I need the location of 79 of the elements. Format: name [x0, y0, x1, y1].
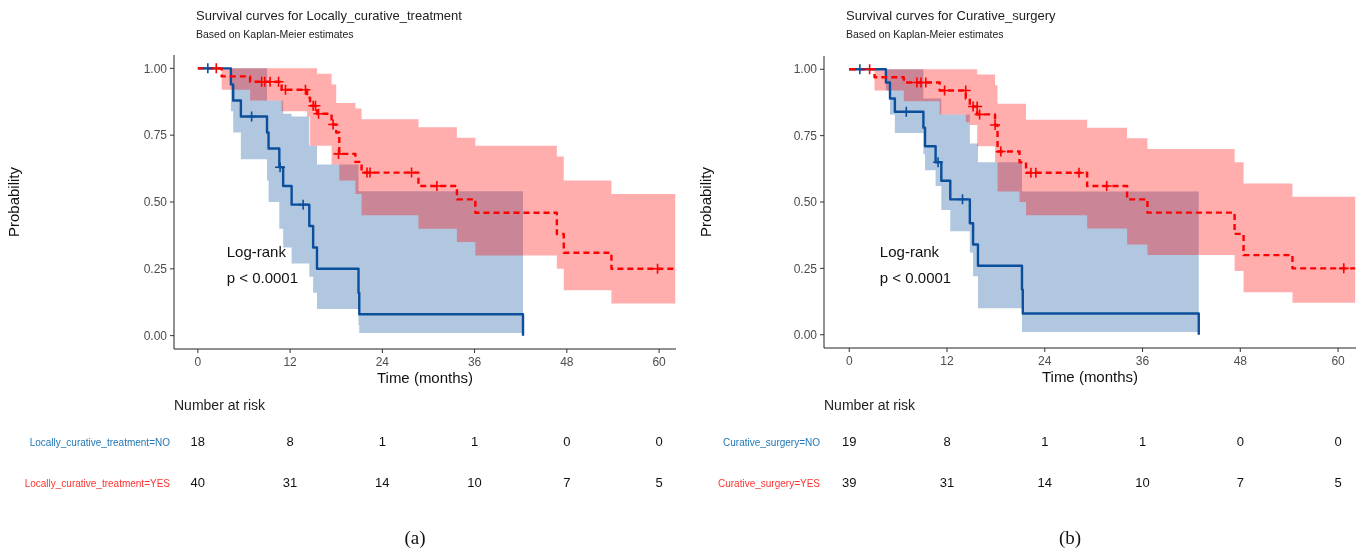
text: 7	[563, 475, 571, 490]
point	[210, 62, 223, 75]
annotation: p < 0.0001	[879, 268, 952, 286]
text: 10	[1135, 475, 1150, 490]
text: 1	[378, 434, 386, 449]
point	[1100, 180, 1113, 192]
point	[989, 119, 1001, 131]
text: 19	[842, 434, 857, 449]
y-tick-label: 0.75	[793, 128, 818, 143]
y-tick-label: 0.75	[143, 128, 168, 143]
text: (b)	[1058, 527, 1082, 549]
x-tick-label: 12	[940, 354, 955, 368]
y-axis-title: Probability	[5, 166, 22, 238]
text: (a)	[404, 527, 426, 549]
text: 31	[282, 475, 298, 490]
y-tick-label: 0.50	[793, 195, 818, 210]
text: 14	[375, 475, 390, 490]
annotation: Log-rank	[226, 243, 287, 261]
x-tick-label: 48	[560, 355, 574, 369]
x-tick-label: 0	[845, 354, 853, 368]
x-tick-label: 12	[283, 355, 298, 369]
x-tick-label: 60	[652, 355, 667, 369]
text: 1	[1138, 434, 1147, 449]
point	[327, 118, 339, 131]
category-label: Locally_curative_treatment=YES	[24, 478, 170, 489]
chart-subtitle: Based on Kaplan-Meier estimates	[846, 28, 1004, 40]
chart-title: Survival curves for Curative_surgery	[846, 8, 1057, 23]
y-tick-label: 1.00	[143, 61, 168, 76]
text: 14	[1037, 475, 1053, 490]
point	[956, 193, 969, 206]
y-tick-label: 0.00	[143, 328, 168, 343]
text: 31	[939, 475, 955, 490]
text: 8	[943, 434, 951, 449]
point	[274, 161, 286, 174]
category-label: Curative_surgery=YES	[718, 478, 820, 489]
text: 7	[1236, 475, 1244, 490]
x-tick-label: 24	[1038, 354, 1052, 368]
x-tick-label: 36	[1135, 354, 1150, 368]
x-tick-label: 0	[194, 355, 202, 369]
text: 39	[842, 475, 857, 490]
point	[202, 62, 214, 75]
text: 5	[1334, 475, 1342, 490]
y-tick-label: 0.50	[143, 195, 168, 210]
y-axis-title: Probability	[697, 166, 714, 238]
x-tick-label: 36	[467, 355, 482, 369]
x-tick-label: 24	[375, 355, 390, 369]
annotation: p < 0.0001	[226, 269, 299, 287]
x-tick-label: 60	[1331, 354, 1346, 368]
text: 0	[655, 434, 663, 449]
x-axis-title: Time (months)	[376, 369, 474, 386]
text: 5	[655, 475, 663, 490]
category-label: Locally_curative_treatment=NO	[29, 437, 170, 448]
point	[994, 145, 1007, 158]
text: 40	[190, 475, 206, 490]
point	[297, 198, 309, 211]
text: 8	[286, 434, 294, 449]
text: 0	[563, 434, 571, 449]
y-tick-label: 0.25	[143, 262, 168, 277]
text: Number at risk	[174, 397, 267, 413]
text: 0	[1236, 434, 1244, 449]
text: 1	[1041, 434, 1049, 449]
x-axis-title: Time (months)	[1041, 368, 1139, 385]
point	[405, 166, 418, 179]
text: 0	[1334, 434, 1342, 449]
chart-subtitle: Based on Kaplan-Meier estimates	[196, 28, 354, 40]
annotation: Log-rank	[879, 242, 940, 260]
y-tick-label: 0.00	[793, 327, 818, 342]
y-tick-label: 1.00	[793, 62, 818, 77]
chart-title: Survival curves for Locally_curative_treatment	[196, 8, 463, 23]
text: 18	[190, 434, 206, 449]
text: 10	[467, 475, 482, 490]
y-tick-label: 0.25	[793, 261, 818, 276]
category-label: Curative_surgery=NO	[723, 437, 820, 448]
x-tick-label: 48	[1233, 354, 1248, 368]
point	[854, 63, 866, 76]
text: 1	[470, 434, 479, 449]
point	[1337, 262, 1350, 275]
text: Number at risk	[824, 397, 917, 413]
point	[938, 84, 951, 97]
